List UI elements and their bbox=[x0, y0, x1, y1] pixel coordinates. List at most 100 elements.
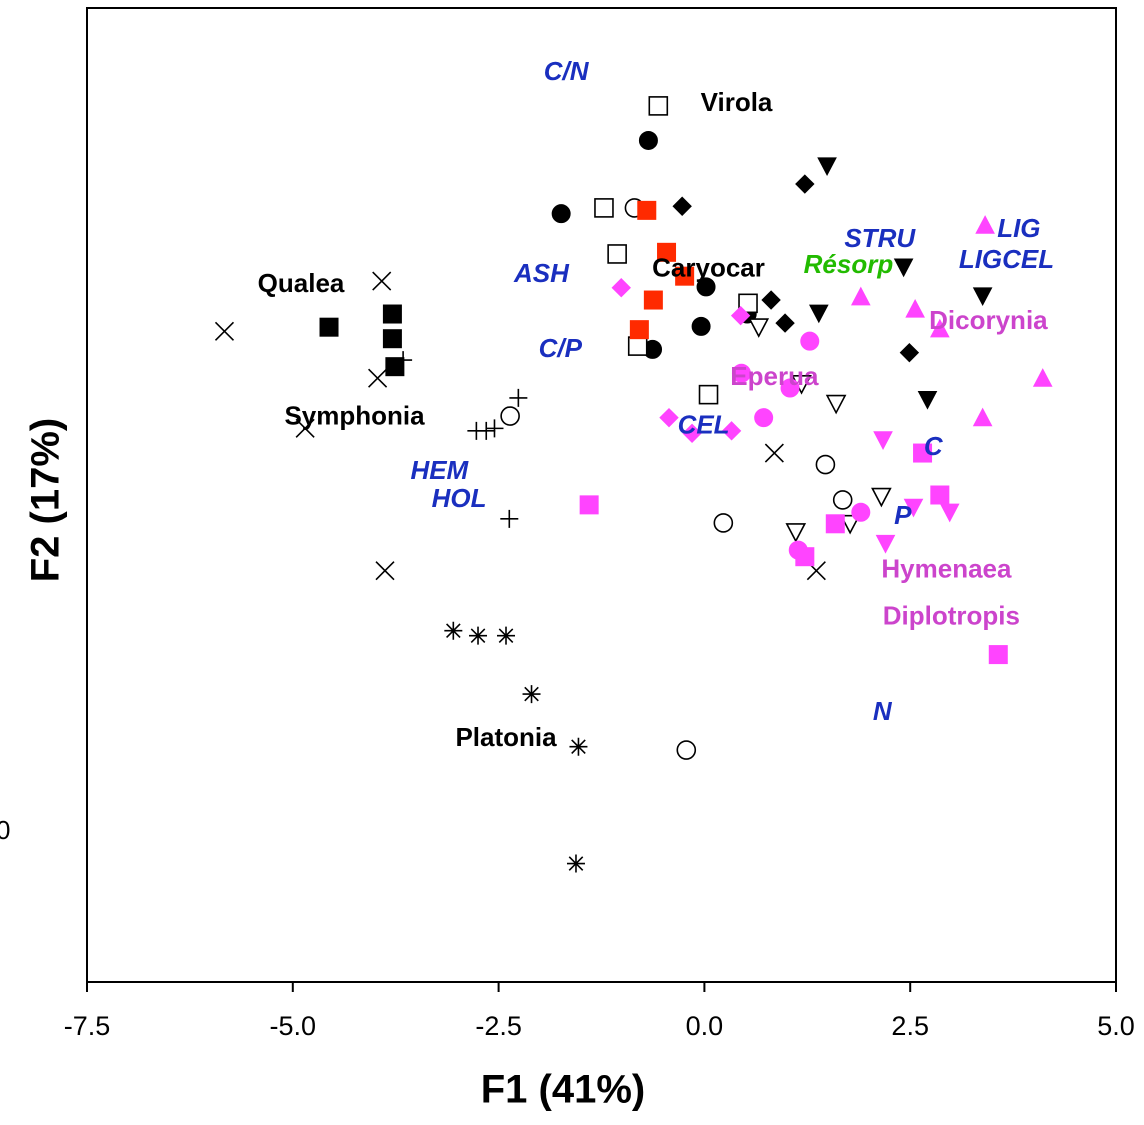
marker bbox=[873, 431, 893, 450]
data-point bbox=[972, 287, 993, 306]
data-point bbox=[444, 621, 463, 640]
marker bbox=[659, 407, 679, 428]
data-point bbox=[825, 514, 845, 534]
marker bbox=[871, 487, 892, 508]
data-point bbox=[648, 96, 669, 116]
marker bbox=[672, 196, 692, 216]
marker bbox=[637, 200, 657, 220]
data-point bbox=[800, 331, 820, 351]
data-point bbox=[551, 204, 571, 224]
data-point bbox=[713, 513, 734, 533]
annotation: N bbox=[873, 696, 893, 726]
marker bbox=[913, 443, 933, 463]
annotation: Dicorynia bbox=[929, 305, 1048, 335]
marker bbox=[682, 423, 702, 444]
annotation: Eperua bbox=[730, 361, 819, 391]
marker bbox=[477, 421, 496, 440]
data-point bbox=[905, 299, 925, 318]
data-point bbox=[808, 304, 829, 324]
marker bbox=[611, 277, 631, 298]
marker bbox=[800, 331, 820, 351]
data-point bbox=[832, 490, 853, 510]
annotation: Platonia bbox=[455, 722, 557, 752]
data-point bbox=[382, 329, 402, 349]
marker bbox=[972, 407, 993, 427]
marker bbox=[875, 534, 896, 554]
data-point bbox=[659, 407, 679, 428]
data-point bbox=[469, 626, 488, 645]
y-axis-label: F2 (17%) bbox=[24, 418, 68, 583]
marker bbox=[939, 503, 960, 523]
marker bbox=[713, 513, 734, 533]
data-point bbox=[214, 321, 235, 341]
data-point bbox=[873, 431, 893, 450]
data-point bbox=[817, 157, 837, 177]
data-point bbox=[394, 351, 413, 370]
data-point bbox=[871, 487, 892, 508]
data-point bbox=[672, 196, 692, 216]
marker bbox=[903, 498, 924, 518]
data-point bbox=[839, 514, 861, 535]
data-point bbox=[893, 258, 914, 278]
data-point bbox=[594, 198, 614, 218]
marker bbox=[214, 321, 235, 341]
edge-text: 0 bbox=[0, 815, 10, 845]
data-point bbox=[795, 547, 815, 567]
marker bbox=[730, 305, 751, 326]
data-point bbox=[917, 390, 938, 410]
data-point bbox=[930, 318, 950, 338]
data-point bbox=[913, 443, 933, 463]
marker bbox=[579, 495, 599, 515]
marker bbox=[657, 242, 677, 262]
data-point bbox=[875, 534, 896, 554]
marker bbox=[643, 290, 663, 310]
marker bbox=[382, 329, 402, 349]
data-point bbox=[607, 244, 627, 264]
annotation: C/N bbox=[544, 56, 590, 86]
marker bbox=[691, 316, 711, 336]
annotation: Résorp bbox=[804, 249, 894, 279]
annotation: Qualea bbox=[258, 268, 345, 298]
data-point bbox=[375, 561, 395, 581]
data-point bbox=[939, 503, 960, 523]
marker bbox=[444, 621, 463, 640]
annotation: STRU bbox=[844, 223, 916, 253]
data-point bbox=[903, 498, 924, 518]
data-point bbox=[899, 342, 920, 363]
marker bbox=[748, 318, 770, 338]
data-point bbox=[319, 317, 339, 337]
data-point bbox=[780, 378, 800, 398]
annotation: P bbox=[894, 500, 912, 530]
x-axis-label: F1 (41%) bbox=[481, 1068, 646, 1112]
data-point bbox=[721, 421, 742, 441]
marker bbox=[594, 198, 614, 218]
marker bbox=[795, 174, 815, 194]
marker bbox=[319, 317, 339, 337]
marker bbox=[698, 384, 719, 405]
marker bbox=[930, 485, 950, 505]
marker bbox=[295, 418, 315, 438]
data-point bbox=[522, 685, 541, 704]
marker bbox=[375, 561, 395, 581]
data-point bbox=[477, 421, 496, 440]
marker bbox=[500, 406, 520, 426]
marker bbox=[676, 740, 697, 760]
marker bbox=[569, 737, 588, 756]
data-point bbox=[566, 854, 585, 873]
data-point bbox=[657, 242, 677, 262]
marker bbox=[497, 626, 516, 645]
marker bbox=[988, 645, 1008, 665]
data-point bbox=[500, 509, 519, 528]
marker bbox=[795, 547, 815, 567]
data-point bbox=[851, 502, 871, 522]
marker bbox=[509, 388, 528, 407]
marker bbox=[675, 266, 695, 286]
x-tick-label: -7.5 bbox=[64, 1011, 111, 1041]
x-tick-label: -2.5 bbox=[475, 1011, 522, 1041]
data-point bbox=[730, 305, 751, 326]
annotation: LIGCEL bbox=[959, 244, 1054, 274]
marker bbox=[825, 514, 845, 534]
x-tick-label: -5.0 bbox=[270, 1011, 317, 1041]
data-point bbox=[988, 645, 1008, 665]
marker bbox=[893, 258, 914, 278]
